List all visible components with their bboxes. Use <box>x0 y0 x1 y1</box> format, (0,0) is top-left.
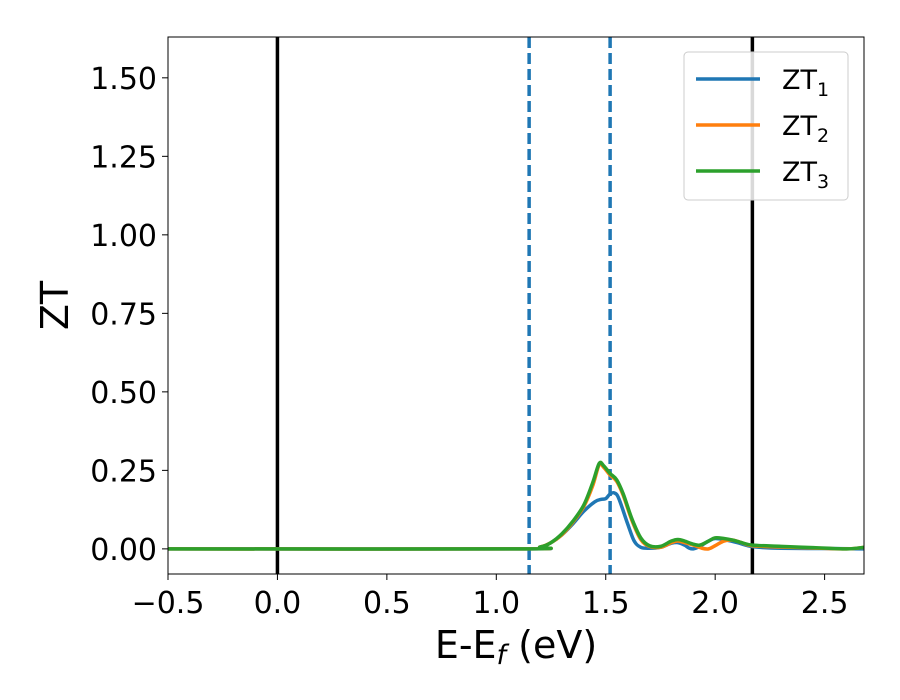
x-tick-label: 0.5 <box>363 586 411 621</box>
legend-label-subscript: 1 <box>817 79 829 101</box>
series-line-zt1 <box>168 490 864 551</box>
legend-label-zt2: ZT2 <box>782 111 829 147</box>
x-tick-label: 2.5 <box>801 586 849 621</box>
x-tick-label: 0.0 <box>254 586 302 621</box>
x-tick-label: 1.0 <box>472 586 520 621</box>
y-tick-label: 0.00 <box>90 533 157 568</box>
y-tick-label: 0.50 <box>90 376 157 411</box>
x-tick-label: −0.5 <box>132 586 205 621</box>
series-line-zt3 <box>168 460 864 551</box>
legend-label-zt3: ZT3 <box>782 157 829 193</box>
y-tick-label: 0.75 <box>90 297 157 332</box>
legend-label-subscript: 3 <box>817 171 829 193</box>
x-axis-title-main: E-E <box>435 623 497 667</box>
axes-frame <box>167 36 865 575</box>
y-tick-label: 0.25 <box>90 454 157 489</box>
legend-label-main: ZT <box>782 65 817 96</box>
legend-label-zt1: ZT1 <box>782 65 829 101</box>
x-axis-title-unit: (eV) <box>506 623 597 667</box>
x-tick-label: 2.0 <box>691 586 739 621</box>
y-tick-label: 1.00 <box>90 219 157 254</box>
legend-label-subscript: 2 <box>817 125 829 147</box>
legend-label-main: ZT <box>782 111 817 142</box>
series-line-zt2 <box>168 461 864 551</box>
y-tick-label: 1.50 <box>90 62 157 97</box>
y-tick-label: 1.25 <box>90 140 157 175</box>
x-tick-label: 1.5 <box>582 586 630 621</box>
y-axis: 0.00 0.25 0.50 0.75 1.00 1.25 1.50 <box>90 62 168 568</box>
y-axis-title: ZT <box>33 280 77 330</box>
x-axis-title: E-Ef (eV) <box>435 623 597 671</box>
legend-frame <box>683 51 849 201</box>
x-axis: −0.5 0.0 0.5 1.0 1.5 2.0 2.5 <box>132 574 849 621</box>
legend-label-main: ZT <box>782 157 817 188</box>
